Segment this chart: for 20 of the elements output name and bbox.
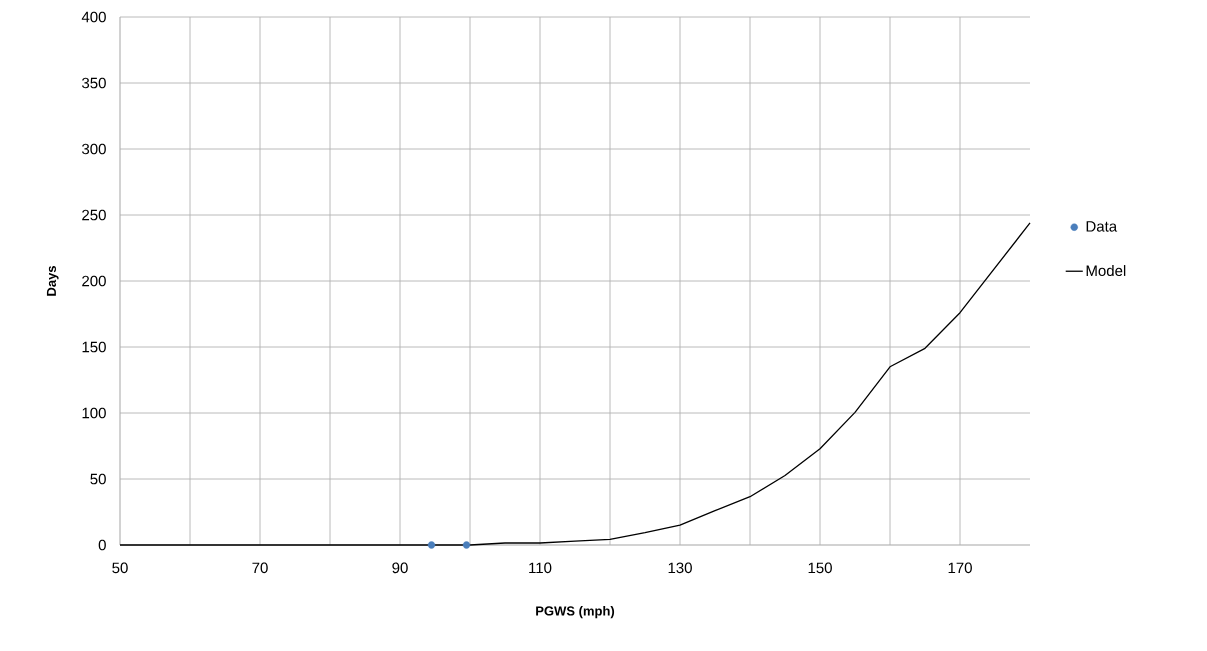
x-tick-label: 90 <box>392 562 408 574</box>
y-tick-label: 350 <box>82 77 106 89</box>
x-tick-label: 50 <box>112 562 128 574</box>
y-tick-label: 0 <box>98 539 106 551</box>
y-tick-label: 50 <box>90 473 106 485</box>
legend-label: Model <box>1086 265 1126 277</box>
y-tick-label: 400 <box>81 11 106 23</box>
legend-label: Data <box>1086 221 1118 232</box>
x-axis-title: PGWS (mph) <box>536 606 615 619</box>
y-tick-label: 200 <box>82 275 106 287</box>
y-tick-label: 300 <box>82 143 106 155</box>
x-tick-label: 110 <box>529 562 552 574</box>
y-tick-label: 100 <box>82 407 106 419</box>
y-tick-label: 150 <box>82 341 106 353</box>
x-tick-label: 130 <box>668 562 692 574</box>
x-tick-label: 170 <box>948 562 972 574</box>
x-tick-label: 70 <box>252 562 268 574</box>
y-axis-title: Days <box>46 266 59 296</box>
x-tick-label: 150 <box>808 562 832 574</box>
y-tick-label: 250 <box>82 209 106 221</box>
